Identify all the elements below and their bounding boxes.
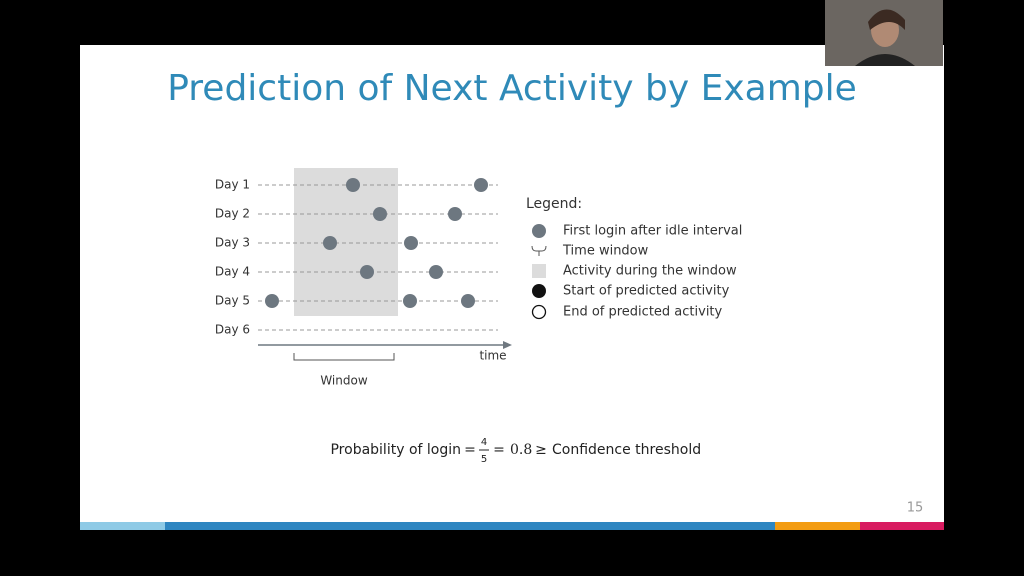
timeline-diagram: time Window Day 1 Day 2 Day 3 Day 4 Day 5 Day… <box>215 168 512 388</box>
page-number: 15 <box>907 501 924 516</box>
legend-label: Time window <box>562 244 649 259</box>
formula-eq: = <box>464 442 476 458</box>
login-dot <box>346 178 360 192</box>
day-label: Day 1 <box>215 178 250 192</box>
window-bracket <box>293 353 395 361</box>
formula-lhs: Probability of login <box>330 442 461 458</box>
login-dot <box>373 207 387 221</box>
day-label: Day 6 <box>215 323 250 337</box>
day-label: Day 4 <box>215 265 250 279</box>
legend-label: End of predicted activity <box>563 305 723 320</box>
formula-numerator: 4 <box>481 437 487 448</box>
legend-icon-end <box>531 304 547 320</box>
stripe <box>80 522 165 530</box>
day-label: Day 5 <box>215 294 250 308</box>
window-label: Window <box>320 374 368 388</box>
legend-label: Activity during the window <box>563 264 737 279</box>
webcam <box>825 0 943 66</box>
window-area <box>294 168 398 316</box>
login-dot <box>429 265 443 279</box>
legend-title: Legend: <box>526 196 582 212</box>
legend-icon-bracket <box>531 245 547 256</box>
axis-label: time <box>479 349 506 363</box>
login-dot <box>403 294 417 308</box>
formula: Probability of login = 4 5 = 0.8 ≥ Confi… <box>330 437 701 465</box>
day-label: Day 3 <box>215 236 250 250</box>
login-dot <box>461 294 475 308</box>
legend: Legend: First login after idle interval T… <box>526 196 742 320</box>
formula-geq: ≥ <box>535 442 547 458</box>
formula-rhs: Confidence threshold <box>552 442 701 458</box>
login-dot <box>474 178 488 192</box>
login-dot <box>265 294 279 308</box>
login-dot <box>448 207 462 221</box>
stripe <box>860 522 944 530</box>
legend-icon-start <box>532 284 546 298</box>
stripe <box>165 522 775 530</box>
formula-result: 0.8 <box>510 442 532 458</box>
legend-icon-area <box>532 264 546 278</box>
formula-denominator: 5 <box>481 454 487 465</box>
formula-eq: = <box>493 442 505 458</box>
body <box>855 54 915 66</box>
login-dot <box>360 265 374 279</box>
legend-icon-dot <box>532 224 546 238</box>
login-dot <box>323 236 337 250</box>
hair <box>868 9 905 31</box>
day-label: Day 2 <box>215 207 250 221</box>
slide <box>80 45 944 530</box>
legend-label: Start of predicted activity <box>563 284 730 299</box>
slide-title: Prediction of Next Activity by Example <box>167 68 857 109</box>
axis-arrow <box>503 341 512 349</box>
login-dot <box>404 236 418 250</box>
legend-label: First login after idle interval <box>563 224 742 239</box>
stripe <box>775 522 860 530</box>
